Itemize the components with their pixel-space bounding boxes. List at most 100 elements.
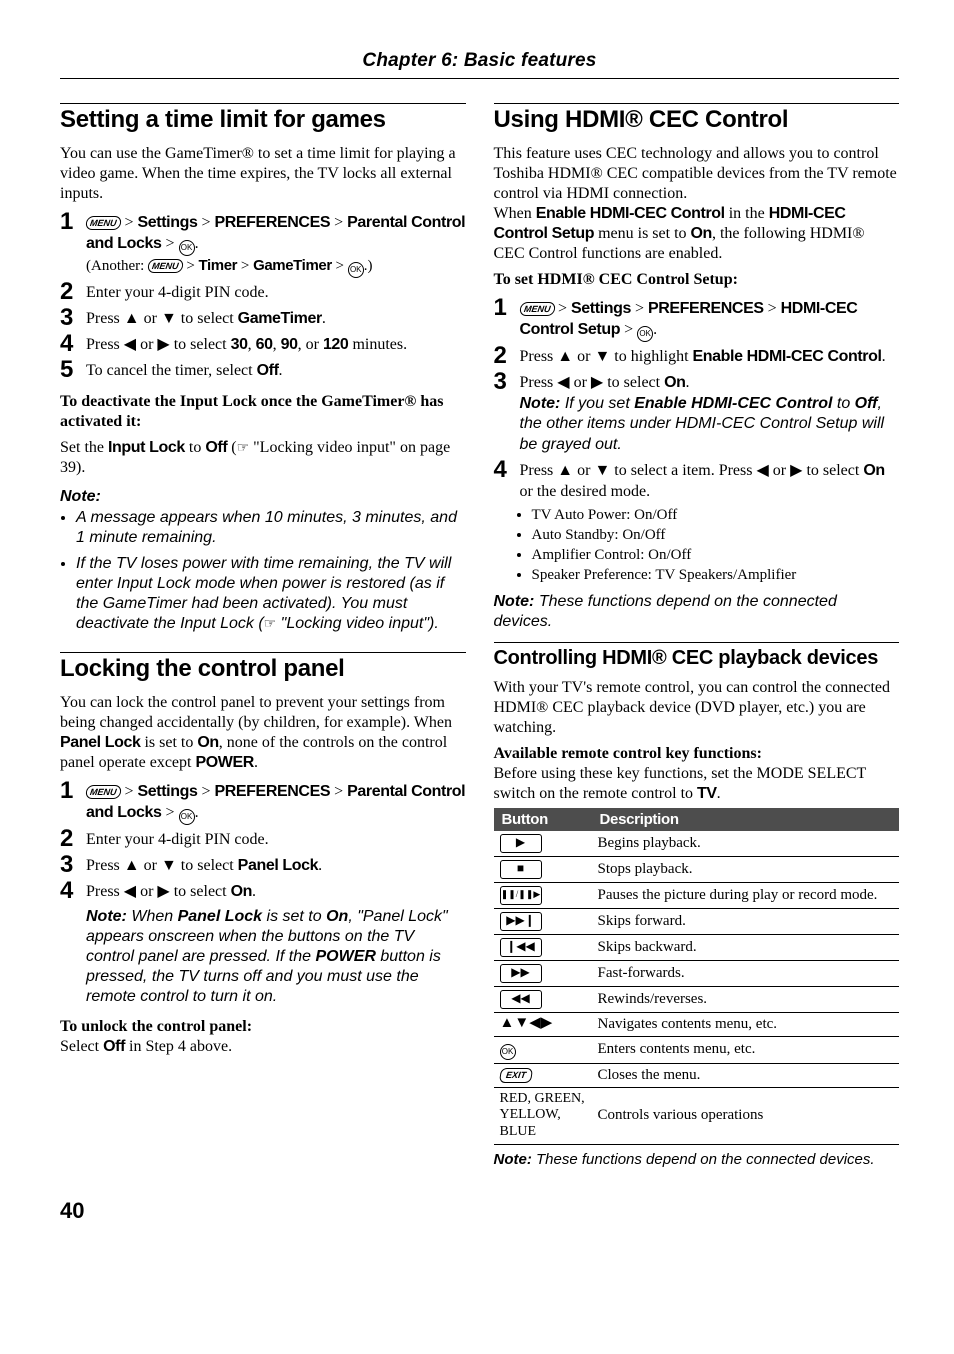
- table-header-row: Button Description: [494, 808, 900, 831]
- ok-key-icon: OK: [179, 809, 195, 825]
- section-rule: [494, 103, 900, 104]
- left-arrow-icon: ◀: [756, 462, 768, 479]
- right-arrow-icon: ▶: [591, 374, 603, 391]
- page-number: 40: [60, 1198, 899, 1224]
- cec-step-4: 4 Press ▲ or ▼ to select a item. Press ◀…: [494, 458, 900, 503]
- ok-key-icon: OK: [179, 240, 195, 256]
- col-button: Button: [494, 808, 592, 831]
- skip-backward-icon: ❙◀◀: [500, 938, 542, 957]
- unlock-body: Select Off in Step 4 above.: [60, 1037, 466, 1057]
- lp-step-3: 3 Press ▲ or ▼ to select Panel Lock.: [60, 853, 466, 877]
- left-column: Setting a time limit for games You can u…: [60, 103, 466, 1170]
- cec-intro: This feature uses CEC technology and all…: [494, 144, 900, 264]
- down-arrow-icon: ▼: [161, 857, 177, 874]
- menu-key-icon: MENU: [519, 302, 555, 316]
- section-title-lock-panel: Locking the control panel: [60, 655, 466, 683]
- pointer-icon: ☞: [264, 615, 277, 631]
- table-row: ▶▶❙Skips forward.: [494, 908, 900, 934]
- col-description: Description: [592, 808, 900, 831]
- step1-another: (Another: MENU > Timer > GameTimer > OK.…: [86, 258, 372, 274]
- play-icon: ▶: [500, 834, 542, 853]
- table-row: OKEnters contents menu, etc.: [494, 1036, 900, 1063]
- step-number: 1: [60, 210, 86, 234]
- lockpanel-intro: You can lock the control panel to preven…: [60, 693, 466, 773]
- menu-key-icon: MENU: [85, 216, 121, 230]
- step-4: 4 Press ◀ or ▶ to select 30, 60, 90, or …: [60, 332, 466, 356]
- ok-key-icon: OK: [348, 262, 364, 278]
- menu-key-icon: MENU: [147, 259, 183, 273]
- step-5: 5 To cancel the timer, select Off.: [60, 358, 466, 382]
- pointer-icon: ☞: [237, 441, 250, 456]
- section-title-hdmi-cec: Using HDMI® CEC Control: [494, 106, 900, 134]
- section-title-gametimer: Setting a time limit for games: [60, 106, 466, 134]
- step-1: 1 MENU > Settings > PREFERENCES > Parent…: [60, 210, 466, 278]
- top-rule: [60, 78, 899, 79]
- cec-option: Auto Standby: On/Off: [532, 525, 900, 545]
- note-list: A message appears when 10 minutes, 3 min…: [60, 508, 466, 634]
- left-arrow-icon: ◀: [124, 336, 136, 353]
- table-row: RED, GREEN, YELLOW, BLUEControls various…: [494, 1087, 900, 1144]
- deactivate-body: Set the Input Lock to Off (☞ "Locking vi…: [60, 438, 466, 478]
- up-arrow-icon: ▲: [124, 310, 140, 327]
- color-buttons: RED, GREEN, YELLOW, BLUE: [494, 1087, 592, 1144]
- footer-note: Note: These functions depend on the conn…: [494, 1151, 900, 1170]
- table-row: ❚❚/❚❚▶Pauses the picture during play or …: [494, 882, 900, 908]
- table-row: ▶▶Fast-forwards.: [494, 960, 900, 986]
- cec-option: TV Auto Power: On/Off: [532, 505, 900, 525]
- set-cec-heading: To set HDMI® CEC Control Setup:: [494, 270, 900, 290]
- skip-forward-icon: ▶▶❙: [500, 912, 542, 931]
- table-row: ▶Begins playback.: [494, 831, 900, 857]
- up-arrow-icon: ▲: [557, 462, 573, 479]
- two-columns: Setting a time limit for games You can u…: [60, 103, 899, 1170]
- lp-step-2: 2 Enter your 4-digit PIN code.: [60, 827, 466, 851]
- available-keys: Available remote control key functions: …: [494, 744, 900, 804]
- step-3: 3 Press ▲ or ▼ to select GameTimer.: [60, 306, 466, 330]
- gametimer-intro: You can use the GameTimer® to set a time…: [60, 144, 466, 204]
- cec-option: Speaker Preference: TV Speakers/Amplifie…: [532, 565, 900, 585]
- playback-intro: With your TV's remote control, you can c…: [494, 678, 900, 738]
- fast-forward-icon: ▶▶: [500, 964, 542, 983]
- unlock-heading: To unlock the control panel:: [60, 1017, 466, 1037]
- nav-arrows-icon: ▲▼◀▶: [500, 1016, 553, 1033]
- page: Chapter 6: Basic features Setting a time…: [0, 0, 954, 1274]
- left-arrow-icon: ◀: [124, 883, 136, 900]
- rewind-icon: ◀◀: [500, 990, 542, 1009]
- cec-step-2: 2 Press ▲ or ▼ to highlight Enable HDMI-…: [494, 344, 900, 368]
- down-arrow-icon: ▼: [594, 348, 610, 365]
- cec-options: TV Auto Power: On/Off Auto Standby: On/O…: [494, 505, 900, 586]
- step-body: MENU > Settings > PREFERENCES > Parental…: [86, 210, 466, 278]
- note-item: If the TV loses power with time remainin…: [76, 554, 466, 634]
- section-rule: [60, 652, 466, 653]
- right-column: Using HDMI® CEC Control This feature use…: [494, 103, 900, 1170]
- section-rule: [494, 642, 900, 643]
- chapter-title: Chapter 6: Basic features: [60, 50, 899, 72]
- table-row: ❙◀◀Skips backward.: [494, 934, 900, 960]
- lp-step-1: 1 MENU > Settings > PREFERENCES > Parent…: [60, 779, 466, 825]
- button-functions-table: Button Description ▶Begins playback. ■St…: [494, 808, 900, 1145]
- exit-key-icon: EXIT: [498, 1068, 532, 1083]
- note-heading: Note:: [60, 488, 466, 506]
- up-arrow-icon: ▲: [557, 348, 573, 365]
- section-rule: [60, 103, 466, 104]
- cec-note: Note: These functions depend on the conn…: [494, 592, 900, 632]
- step-2: 2 Enter your 4-digit PIN code.: [60, 280, 466, 304]
- stop-icon: ■: [500, 860, 542, 879]
- note-item: A message appears when 10 minutes, 3 min…: [76, 508, 466, 548]
- table-row: EXITCloses the menu.: [494, 1063, 900, 1087]
- lp-step-4: 4 Press ◀ or ▶ to select On.: [60, 879, 466, 903]
- up-arrow-icon: ▲: [124, 857, 140, 874]
- cec-step-3: 3 Press ◀ or ▶ to select On. Note: If yo…: [494, 370, 900, 456]
- subsection-title-playback: Controlling HDMI® CEC playback devices: [494, 647, 900, 670]
- table-row: ◀◀Rewinds/reverses.: [494, 986, 900, 1012]
- menu-key-icon: MENU: [85, 785, 121, 799]
- down-arrow-icon: ▼: [161, 310, 177, 327]
- right-arrow-icon: ▶: [790, 462, 802, 479]
- cec-step3-note: Note: If you set Enable HDMI-CEC Control…: [520, 395, 885, 454]
- cec-step-1: 1 MENU > Settings > PREFERENCES > HDMI-C…: [494, 296, 900, 342]
- table-row: ■Stops playback.: [494, 856, 900, 882]
- lp-note: Note: When Panel Lock is set to On, "Pan…: [86, 907, 466, 1007]
- right-arrow-icon: ▶: [157, 883, 169, 900]
- table-row: ▲▼◀▶Navigates contents menu, etc.: [494, 1012, 900, 1036]
- deactivate-heading: To deactivate the Input Lock once the Ga…: [60, 392, 466, 432]
- cec-option: Amplifier Control: On/Off: [532, 545, 900, 565]
